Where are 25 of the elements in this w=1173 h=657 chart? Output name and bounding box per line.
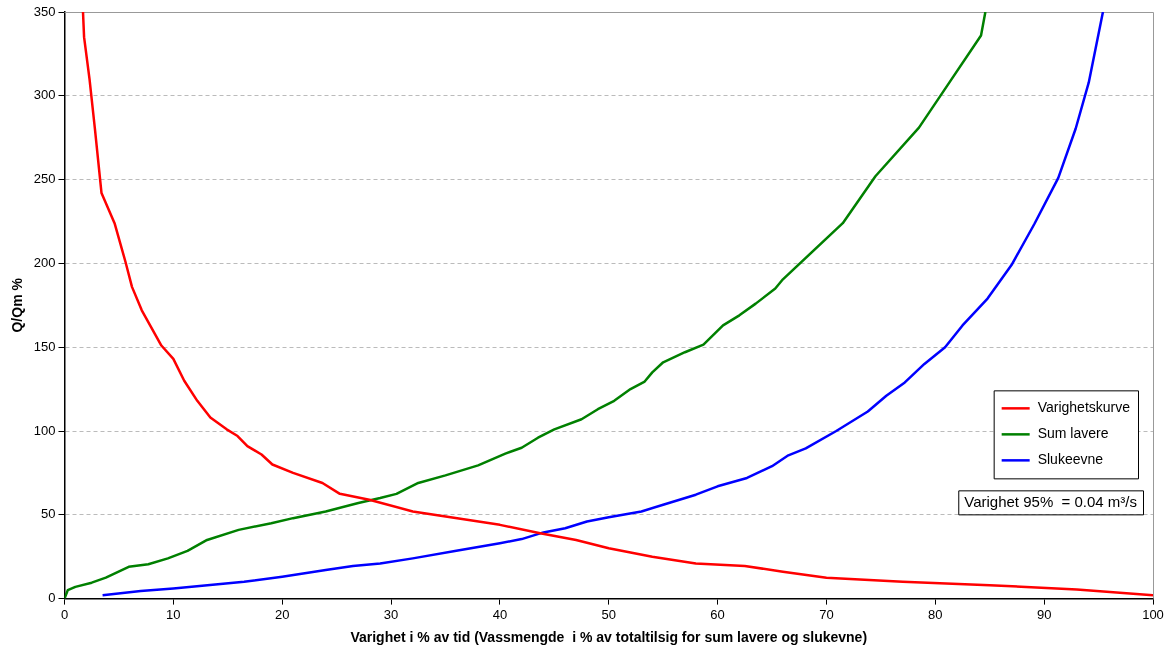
annotation: Varighet 95% = 0.04 m³/s: [964, 493, 1138, 511]
x-tick-label: 0: [60, 606, 69, 622]
x-tick-label: 80: [928, 606, 943, 622]
x-tick-label: 50: [601, 606, 616, 622]
x-axis-title: Varighet i % av tid (Vassmengde i % av totaltilsig for sum lavere og slukevne): [350, 629, 868, 646]
y-tick-label: 100: [33, 422, 56, 438]
legend-label: Slukeevne: [1037, 451, 1104, 468]
x-tick-label: 60: [710, 606, 725, 622]
y-tick-label: 300: [33, 87, 56, 103]
x-tick-label: 20: [274, 606, 290, 622]
y-tick-label: 350: [33, 3, 56, 19]
y-tick-label: 250: [33, 171, 56, 187]
y-tick-label: 50: [41, 506, 56, 522]
y-tick-label: 200: [33, 254, 56, 270]
legend-label: Varighetskurve: [1037, 399, 1131, 416]
x-tick-label: 70: [819, 606, 834, 622]
y-tick-label: 0: [48, 590, 56, 606]
x-tick-label: 100: [1142, 606, 1164, 622]
x-tick-label: 10: [166, 606, 181, 622]
y-tick-label: 150: [33, 338, 56, 354]
x-tick-label: 90: [1036, 606, 1052, 622]
x-tick-label: 30: [383, 606, 399, 622]
y-axis-title: Q/Qm %: [9, 277, 26, 333]
x-tick-label: 40: [492, 606, 508, 622]
legend-label: Sum lavere: [1037, 425, 1109, 442]
